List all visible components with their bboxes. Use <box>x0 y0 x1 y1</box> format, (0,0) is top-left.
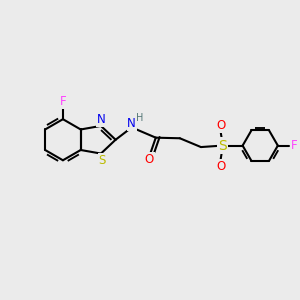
Text: F: F <box>60 95 66 108</box>
Text: F: F <box>291 139 298 152</box>
Text: O: O <box>216 160 225 172</box>
Text: H: H <box>136 113 144 123</box>
Text: O: O <box>216 118 225 132</box>
Text: N: N <box>97 113 105 126</box>
Text: S: S <box>218 139 226 153</box>
Text: N: N <box>128 117 136 130</box>
Text: O: O <box>144 153 154 166</box>
Text: S: S <box>99 154 106 166</box>
